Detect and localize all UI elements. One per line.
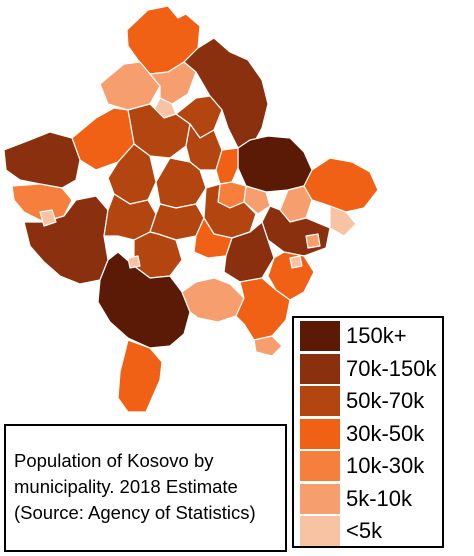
- legend-label: <5k: [346, 518, 383, 543]
- legend-swatch: [300, 386, 340, 416]
- caption-line-1: Population of Kosovo by: [14, 450, 214, 471]
- legend-swatch: [300, 483, 340, 514]
- caption-line-2: municipality. 2018 Estimate: [14, 476, 238, 497]
- legend-label: 70k-150k: [346, 355, 437, 381]
- legend-item: 50k-70k: [294, 385, 446, 417]
- municipality-pristina: [237, 135, 313, 193]
- legend-swatch: [300, 516, 340, 546]
- municipality-kamenica: [303, 157, 379, 213]
- municipality-gracanica: [243, 185, 271, 215]
- legend-label: 30k-50k: [346, 420, 425, 446]
- legend-item: 10k-30k: [294, 450, 446, 482]
- municipality-zvecan: [149, 61, 197, 105]
- legend-label: 50k-70k: [346, 388, 425, 413]
- caption-line-3: (Source: Agency of Statistics): [14, 502, 256, 523]
- legend-label: 150k+: [346, 323, 407, 348]
- legend-item: 70k-150k: [294, 353, 446, 385]
- legend-item: 5k-10k: [294, 483, 446, 515]
- legend-item: 150k+: [294, 320, 446, 352]
- municipality-ranilug: [329, 205, 357, 237]
- legend-item: 30k-50k: [294, 418, 446, 450]
- municipality-partes: [305, 233, 321, 249]
- municipality-ferizaj: [223, 221, 275, 283]
- legend-swatch: [300, 321, 340, 351]
- municipality-strpce: [181, 277, 245, 323]
- municipality-mamusha: [127, 255, 141, 269]
- legend-label: 10k-30k: [346, 453, 425, 478]
- municipality-viti: [267, 251, 315, 301]
- legend-swatch: [300, 418, 340, 449]
- municipality-peja: [3, 131, 81, 189]
- legend-swatch: [300, 353, 340, 384]
- map-caption: Population of Kosovo by municipality. 20…: [4, 424, 287, 552]
- municipality-gjakova: [23, 195, 109, 285]
- legend-item: <5k: [294, 515, 446, 547]
- municipality-hani-i-elezit: [253, 335, 283, 357]
- legend-label: 5k-10k: [346, 485, 413, 511]
- municipality-junik: [39, 209, 57, 227]
- municipality-kllokot: [289, 255, 303, 269]
- municipality-dragash: [117, 339, 163, 413]
- legend-swatch: [300, 451, 340, 481]
- map-legend: 150k+ 70k-150k 50k-70k 30k-50k 10k-30k 5k-10k…: [292, 316, 444, 548]
